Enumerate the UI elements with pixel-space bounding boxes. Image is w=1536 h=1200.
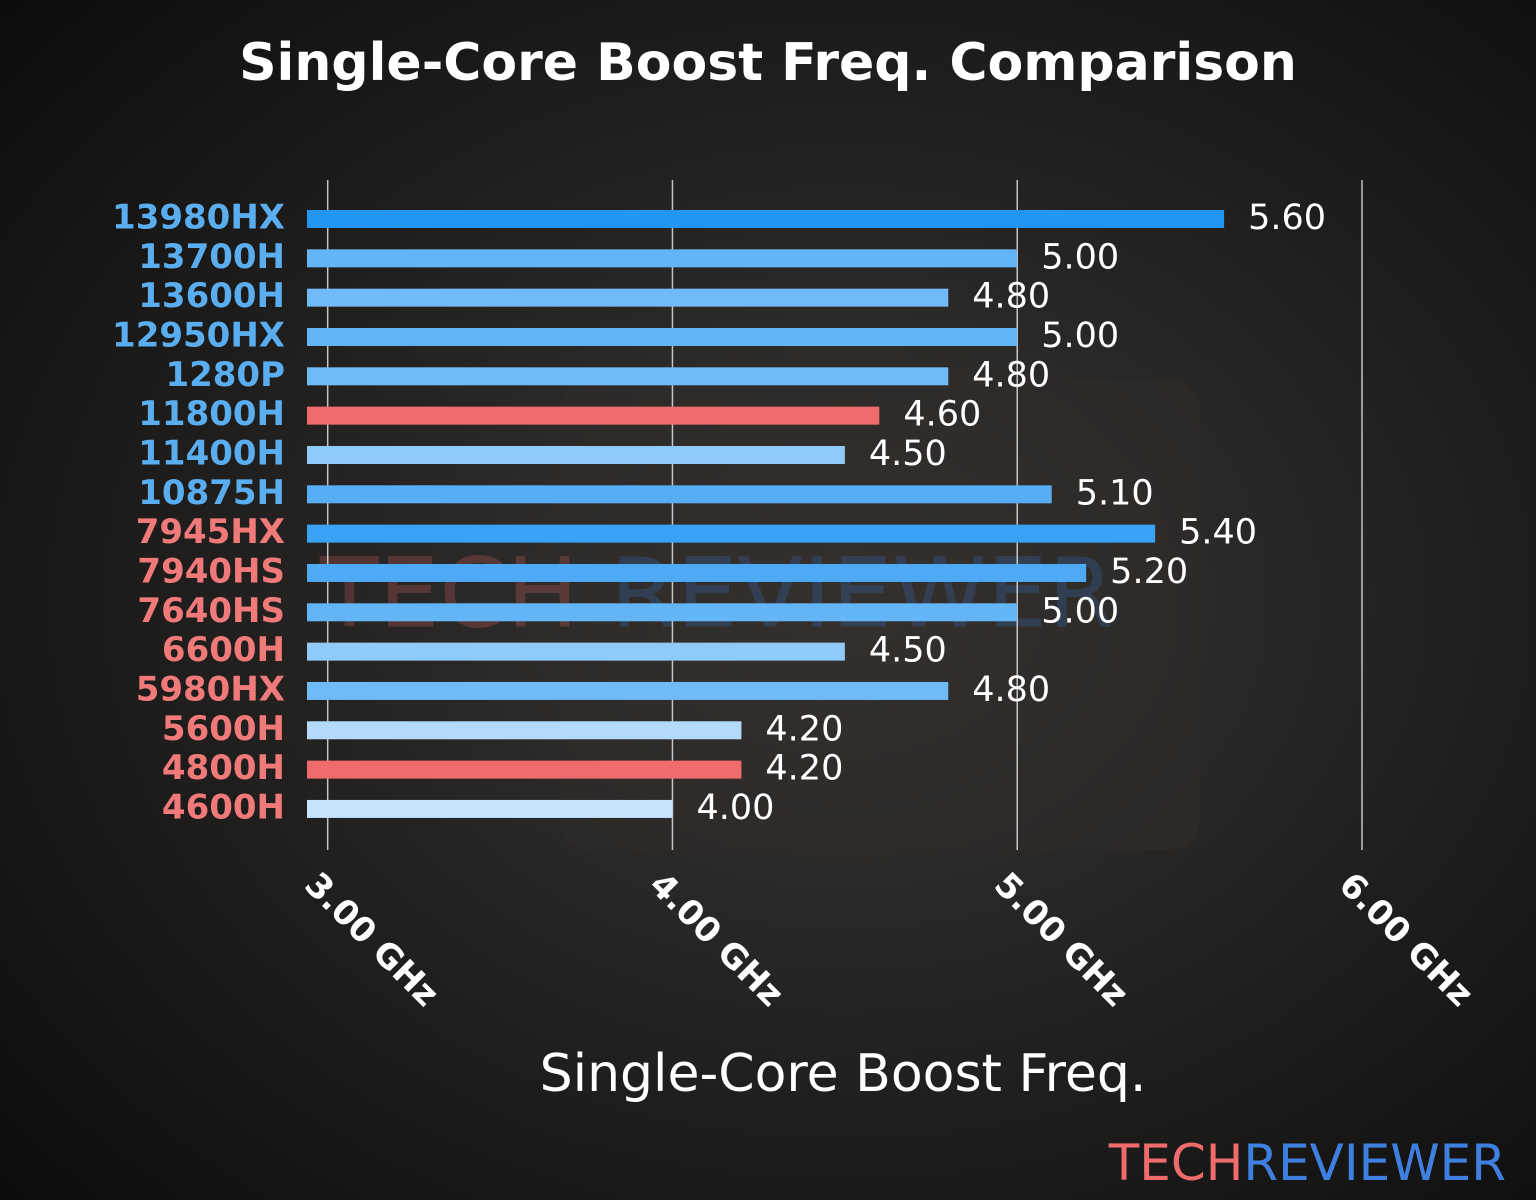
y-tick-label: 13980HX bbox=[112, 198, 285, 238]
value-label: 5.40 bbox=[1179, 513, 1257, 553]
y-tick-label: 11400H bbox=[138, 433, 285, 473]
bar bbox=[307, 799, 673, 818]
watermark: TECHREVIEWER bbox=[1108, 1134, 1506, 1192]
bar bbox=[307, 406, 880, 425]
y-tick-label: 6600H bbox=[162, 630, 285, 670]
y-tick-label: 5600H bbox=[162, 709, 285, 749]
bar bbox=[307, 210, 1225, 228]
value-label: 5.00 bbox=[1041, 591, 1119, 631]
value-label: 4.20 bbox=[765, 749, 843, 789]
bar bbox=[307, 681, 949, 700]
value-label: 5.60 bbox=[1248, 198, 1326, 238]
bar bbox=[307, 524, 1156, 543]
watermark-center: TECH REVIEWER bbox=[319, 537, 1114, 649]
value-label: 4.00 bbox=[696, 788, 774, 828]
y-tick-label: 4600H bbox=[162, 787, 285, 827]
y-tick-label: 7940HS bbox=[137, 551, 285, 591]
value-label: 4.60 bbox=[903, 395, 981, 435]
value-label: 5.20 bbox=[1110, 552, 1188, 592]
value-label: 5.10 bbox=[1076, 473, 1154, 513]
y-tick-label: 5980HX bbox=[136, 669, 285, 709]
y-tick-label: 13600H bbox=[138, 276, 285, 316]
bar bbox=[307, 445, 845, 464]
bar bbox=[307, 721, 742, 740]
chart-title: Single-Core Boost Freq. Comparison bbox=[239, 33, 1297, 93]
bar bbox=[307, 760, 742, 779]
y-tick-label: 7640HS bbox=[137, 591, 285, 631]
value-label: 4.80 bbox=[972, 277, 1050, 317]
watermark-part: TECH bbox=[1108, 1134, 1244, 1192]
bar bbox=[307, 563, 1087, 582]
watermark-part: REVIEWER bbox=[1243, 1134, 1506, 1192]
watermark-text: TECHREVIEWER bbox=[1108, 1134, 1506, 1192]
value-label: 5.00 bbox=[1041, 237, 1119, 277]
watermark-text: REVIEWER bbox=[610, 537, 1114, 649]
y-tick-label: 12950HX bbox=[112, 315, 285, 355]
y-tick-label: 7945HX bbox=[136, 512, 285, 552]
value-label: 4.20 bbox=[765, 709, 843, 749]
y-tick-label: 11800H bbox=[138, 394, 285, 434]
value-label: 4.50 bbox=[869, 434, 947, 474]
value-label: 4.80 bbox=[972, 670, 1050, 710]
y-tick-label: 13700H bbox=[138, 237, 285, 277]
bar bbox=[307, 642, 845, 661]
y-tick-label: 1280P bbox=[165, 355, 285, 395]
bar bbox=[307, 367, 949, 386]
value-label: 4.50 bbox=[869, 631, 947, 671]
x-axis-label: Single-Core Boost Freq. bbox=[540, 1044, 1147, 1104]
bar bbox=[307, 288, 949, 307]
y-tick-label: 10875H bbox=[138, 473, 285, 513]
bar bbox=[307, 485, 1052, 504]
bar bbox=[307, 327, 1018, 346]
value-label: 5.00 bbox=[1041, 316, 1119, 356]
watermark-text: TECH bbox=[319, 537, 579, 649]
y-tick-label: 4800H bbox=[162, 748, 285, 788]
value-label: 4.80 bbox=[972, 355, 1050, 395]
bar bbox=[307, 249, 1018, 268]
bar bbox=[307, 603, 1018, 622]
